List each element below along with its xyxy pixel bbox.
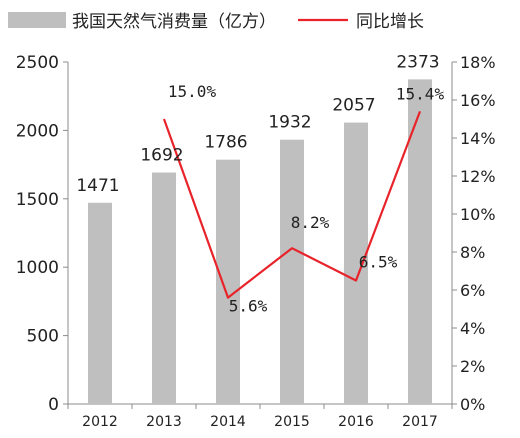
y-right-tick-label: 8%: [460, 243, 485, 262]
growth-value-label: 15.4%: [396, 84, 445, 103]
x-tick-label: 2014: [210, 414, 246, 430]
legend-label-bar: 我国天然气消费量（亿方）: [72, 12, 276, 32]
bar-value-label: 1932: [268, 113, 311, 133]
bar-value-label: 2373: [396, 52, 439, 72]
legend-label-line: 同比增长: [356, 12, 424, 32]
y-right-tick-label: 18%: [460, 53, 496, 72]
bar: [408, 79, 432, 404]
y-left-tick-label: 0: [48, 395, 59, 415]
x-tick-label: 2017: [402, 414, 438, 430]
y-right-tick-label: 2%: [460, 357, 485, 376]
y-left-tick-label: 2000: [16, 121, 59, 141]
y-right-tick-label: 10%: [460, 205, 496, 224]
growth-value-label: 15.0%: [168, 82, 217, 101]
x-tick-label: 2012: [82, 414, 118, 430]
growth-value-label: 6.5%: [359, 253, 398, 272]
x-tick-label: 2013: [146, 414, 182, 430]
x-tick-label: 2015: [274, 414, 310, 430]
growth-line-path: [162, 111, 422, 299]
y-left-tick-label: 1000: [16, 258, 59, 278]
bar: [88, 202, 112, 404]
bars: [88, 79, 432, 404]
bar-value-label: 1786: [204, 133, 247, 153]
y-right-tick-label: 4%: [460, 319, 485, 338]
y-right-tick-label: 14%: [460, 129, 496, 148]
bar-value-label: 1692: [140, 146, 183, 166]
growth-value-label: 5.6%: [229, 297, 268, 316]
y-right-tick-label: 6%: [460, 281, 485, 300]
legend: 我国天然气消费量（亿方） 同比增长: [8, 12, 424, 32]
axes: 0 500 1000 1500 2000 2500 0% 2% 4% 6% 8% 10% 12% 14% 1…: [16, 53, 496, 430]
bar: [216, 159, 240, 404]
y-right-tick-label: 0%: [460, 395, 485, 414]
bar: [344, 122, 368, 404]
x-tick-label: 2016: [338, 414, 374, 430]
y-left-tick-label: 500: [27, 327, 59, 347]
growth-line: [162, 111, 422, 299]
legend-swatch-bar: [8, 12, 66, 28]
y-right-tick-label: 16%: [460, 91, 496, 110]
bar: [280, 139, 304, 404]
bar-value-label: 2057: [332, 96, 375, 116]
y-left-tick-label: 2500: [16, 53, 59, 73]
y-left-tick-label: 1500: [16, 190, 59, 210]
growth-value-label: 8.2%: [291, 213, 330, 232]
bar-value-label: 1471: [76, 176, 119, 196]
data-labels: 1471 1692 1786 1932 2057 2373 15.0% 5.6% 8.2% 6.5…: [76, 52, 444, 315]
bar: [152, 172, 176, 404]
y-right-tick-label: 12%: [460, 167, 496, 186]
